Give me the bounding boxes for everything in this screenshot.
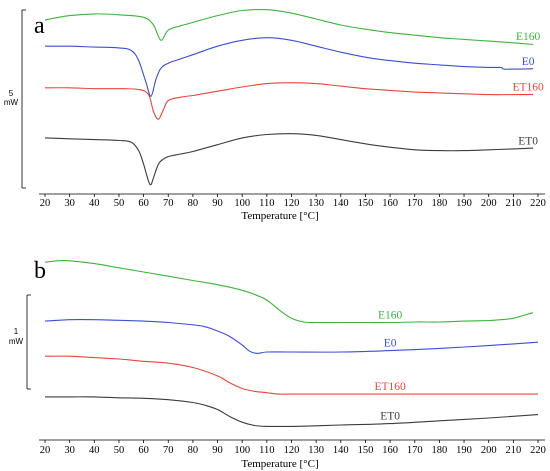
panel-a-x-tick-label: 130 (308, 198, 324, 209)
panel-a-x-tick-label: 60 (138, 198, 149, 209)
panel-b-series-label-et160: ET160 (374, 381, 406, 393)
panel-b-x-tick-label: 30 (64, 445, 75, 456)
panel-a-x-tick-label: 80 (188, 198, 199, 209)
panel-b-x-tick-label: 140 (333, 445, 349, 456)
panel-a-curve-et0 (44, 133, 534, 186)
panel-a-scale-value: 5 (9, 89, 14, 98)
panel-b-x-tick-label: 70 (163, 445, 174, 456)
panel-a-x-tick-label: 50 (114, 198, 125, 209)
panel-a-series-label-e160: E160 (516, 31, 541, 43)
panel-a-series-label-e0: E0 (522, 56, 535, 68)
panel-a-x-tick-label: 70 (163, 198, 174, 209)
panel-a-x-tick-label: 40 (89, 198, 100, 209)
panel-a-curve-e0 (44, 37, 534, 97)
panel-b-curve-et0 (45, 396, 539, 428)
panel-b-x-tick-label: 180 (432, 445, 448, 456)
panel-b-series-label-et0: ET0 (380, 411, 400, 423)
panel-a-x-tick-label: 150 (358, 198, 374, 209)
panel-a-x-tick-label: 180 (432, 198, 448, 209)
panel-a-scale-unit: mW (4, 98, 19, 107)
panel-a-x-tick-label: 160 (382, 198, 398, 209)
panel-b-x-tick-label: 90 (212, 445, 223, 456)
panel-b-scale-unit: mW (9, 337, 24, 346)
panel-a-x-tick-label: 210 (505, 198, 521, 209)
panel-a-x-tick-label: 30 (64, 198, 75, 209)
panel-a-series-label-et160: ET160 (512, 82, 544, 94)
panel-a-x-tick-label: 110 (259, 198, 274, 209)
panel-b-x-tick-label: 130 (308, 445, 324, 456)
panel-b-curve-e160 (44, 259, 534, 324)
panel-b-x-tick-label: 150 (358, 445, 374, 456)
panel-b-x-ticks: 20 30 40 50 60 70 80 90 100 110 120 130 140 150 160 170… (40, 440, 546, 456)
panel-b-curve-e0 (44, 319, 539, 354)
panel-b-x-tick-label: 100 (234, 445, 250, 456)
panel-a-curves: E160 E0 ET160 ET0 (44, 8, 544, 186)
panel-b-x-tick-label: 80 (188, 445, 199, 456)
panel-b-x-tick-label: 60 (138, 445, 149, 456)
panel-b-x-tick-label: 220 (530, 445, 546, 456)
panel-a-letter: a (34, 13, 45, 39)
panel-a-x-tick-label: 170 (407, 198, 423, 209)
panel-b-x-axis-title: Temperature [°C] (241, 458, 318, 470)
panel-a: a 5 mW 20 30 40 50 60 70 80 90 100 110 120 130 140 15… (4, 8, 546, 222)
panel-b-x-tick-label: 190 (456, 445, 472, 456)
panel-a-x-axis-title: Temperature [°C] (241, 210, 318, 222)
panel-b-x-tick-label: 210 (505, 445, 521, 456)
panel-b-curves: E160 E0 ET160 ET0 (44, 259, 539, 428)
panel-b-x-tick-label: 40 (89, 445, 100, 456)
panel-b-x-tick-label: 200 (481, 445, 497, 456)
panel-b-x-tick-label: 120 (284, 445, 300, 456)
panel-a-curve-e160 (44, 8, 534, 46)
panel-b-x-tick-label: 160 (382, 445, 398, 456)
panel-a-x-tick-label: 190 (456, 198, 472, 209)
panel-a-series-label-et0: ET0 (518, 135, 538, 147)
panel-a-x-ticks: 20 30 40 50 60 70 80 90 100 110 120 130 140 150 160 170… (40, 194, 546, 209)
panel-b-curve-et160 (44, 355, 538, 395)
panel-b-scale-value: 1 (14, 327, 19, 336)
panel-b-series-label-e0: E0 (384, 338, 397, 350)
panel-a-curve-et160 (44, 82, 534, 120)
panel-b-letter: b (34, 258, 46, 284)
panel-a-x-tick-label: 90 (212, 198, 223, 209)
panel-a-x-tick-label: 100 (234, 198, 250, 209)
panel-b-x-tick-label: 50 (114, 445, 125, 456)
panel-b-series-label-e160: E160 (378, 310, 403, 322)
panel-b-x-tick-label: 170 (407, 445, 423, 456)
panel-b-x-tick-label: 110 (259, 445, 274, 456)
panel-b: b 1 mW 20 30 40 50 60 70 80 90 100 110 120 130 140 15… (9, 258, 546, 470)
panel-a-x-tick-label: 120 (284, 198, 300, 209)
panel-a-x-tick-label: 140 (333, 198, 349, 209)
panel-a-x-tick-label: 200 (481, 198, 497, 209)
panel-a-x-tick-label: 220 (530, 198, 546, 209)
panel-a-x-tick-label: 20 (40, 198, 51, 209)
panel-b-x-tick-label: 20 (40, 445, 51, 456)
